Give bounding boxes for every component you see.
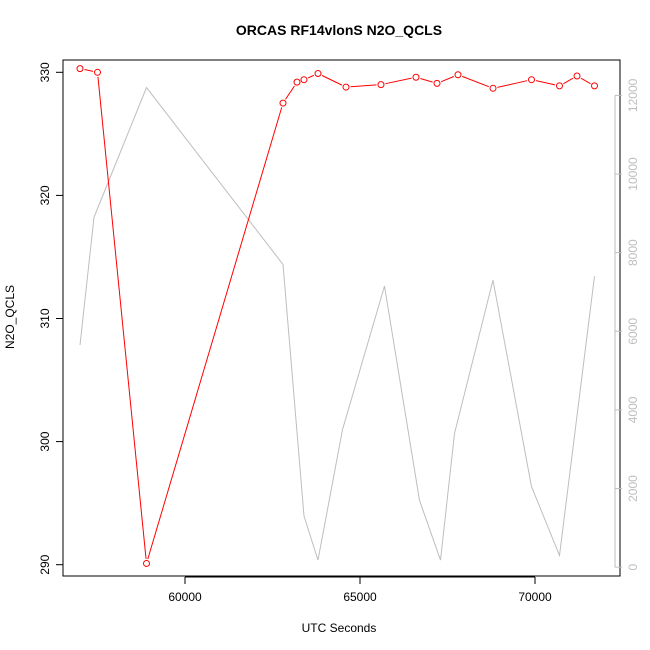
x-tick-label: 65000 bbox=[343, 590, 377, 604]
primary-series-segment bbox=[497, 80, 528, 88]
y2-tick-label: 0 bbox=[626, 564, 640, 571]
primary-series-segment bbox=[84, 69, 94, 72]
data-point-marker bbox=[433, 79, 441, 87]
primary-series-segment bbox=[321, 75, 343, 86]
primary-series-segment bbox=[307, 74, 315, 79]
secondary-series-line bbox=[79, 86, 595, 561]
primary-series-segment bbox=[563, 77, 574, 85]
primary-series-segment bbox=[535, 80, 556, 86]
data-point-marker bbox=[591, 82, 598, 90]
data-point-marker bbox=[342, 83, 350, 91]
y2-tick-label: 2000 bbox=[626, 475, 640, 502]
y-tick-label: 290 bbox=[38, 554, 52, 574]
data-point-marker bbox=[293, 78, 301, 86]
data-point-marker bbox=[528, 76, 535, 84]
y-tick-label: 330 bbox=[38, 62, 52, 82]
primary-series-segment bbox=[147, 107, 283, 560]
data-point-marker bbox=[300, 76, 308, 84]
data-point-marker bbox=[94, 68, 101, 76]
y2-tick-label: 8000 bbox=[626, 239, 640, 266]
primary-series-segment bbox=[420, 78, 433, 83]
y-tick-label: 320 bbox=[38, 185, 52, 205]
y2-tick-label: 10000 bbox=[626, 157, 640, 191]
primary-series-segment bbox=[350, 84, 377, 88]
x-axis-label: UTC Seconds bbox=[302, 621, 377, 635]
data-point-marker bbox=[412, 73, 420, 81]
primary-series-segment bbox=[285, 85, 295, 100]
data-point-marker bbox=[314, 70, 322, 78]
y-axis-label: N2O_QCLS bbox=[3, 285, 17, 349]
data-point-marker bbox=[377, 81, 385, 89]
data-point-marker bbox=[143, 559, 150, 567]
y-axis: 290 300 310 320 330 bbox=[38, 62, 64, 575]
series-layer bbox=[76, 65, 598, 567]
chart-title: ORCAS RF14vlonS N2O_QCLS bbox=[236, 22, 442, 38]
x-tick-label: 70000 bbox=[518, 590, 552, 604]
data-point-marker bbox=[76, 65, 84, 73]
data-point-marker bbox=[454, 71, 462, 79]
primary-series-segment bbox=[462, 75, 489, 88]
y-tick-label: 300 bbox=[38, 431, 52, 451]
primary-series-segment bbox=[580, 77, 591, 85]
y2-tick-label: 4000 bbox=[626, 396, 640, 423]
y-tick-label: 310 bbox=[38, 308, 52, 328]
secondary-y-axis: 0 2000 4000 6000 8000 10000 12000 bbox=[614, 78, 640, 571]
y2-tick-label: 12000 bbox=[626, 78, 640, 112]
x-tick-label: 60000 bbox=[168, 590, 202, 604]
y2-tick-label: 6000 bbox=[626, 318, 640, 345]
data-point-marker bbox=[489, 84, 497, 92]
x-axis: 60000 65000 70000 bbox=[168, 576, 552, 604]
primary-series-segment bbox=[385, 77, 412, 85]
data-point-marker bbox=[573, 72, 581, 80]
primary-series-segment bbox=[440, 76, 455, 83]
data-point-marker bbox=[556, 82, 563, 90]
primary-series-segment bbox=[97, 76, 147, 560]
data-point-marker bbox=[279, 99, 287, 107]
